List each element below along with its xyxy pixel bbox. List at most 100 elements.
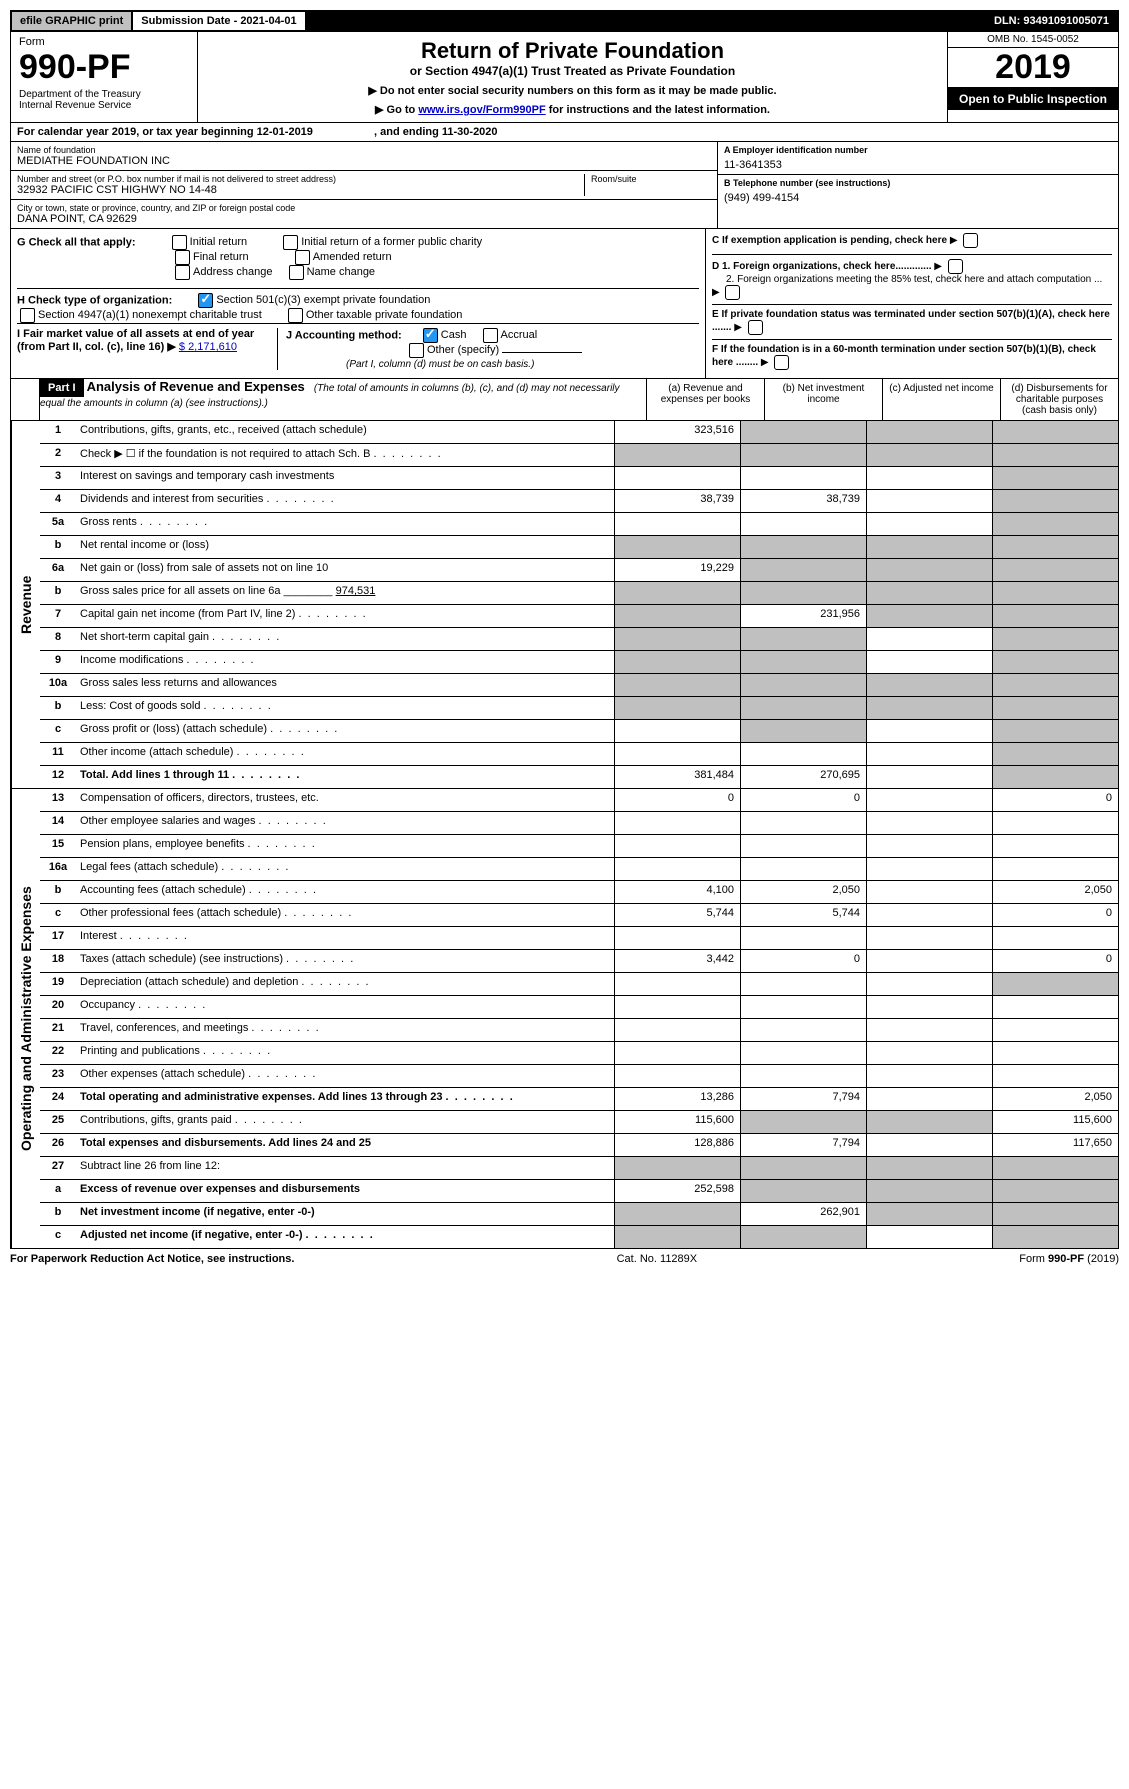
col-b: 270,695 (740, 766, 866, 788)
col-a (614, 835, 740, 857)
ein-value: 11-3641353 (724, 159, 1112, 171)
line-6a: 6aNet gain or (loss) from sale of assets… (40, 559, 1118, 582)
amended-return-checkbox[interactable] (295, 250, 310, 265)
col-a (614, 697, 740, 719)
efile-label: efile GRAPHIC print (12, 12, 131, 30)
line-c: cOther professional fees (attach schedul… (40, 904, 1118, 927)
line-desc: Other employee salaries and wages . . . … (76, 812, 614, 834)
check-section: G Check all that apply: Initial return I… (10, 229, 1119, 379)
501c3-checkbox[interactable] (198, 293, 213, 308)
line-desc: Total. Add lines 1 through 11 . . . . . … (76, 766, 614, 788)
line-1: 1Contributions, gifts, grants, etc., rec… (40, 421, 1118, 444)
accrual-checkbox[interactable] (483, 328, 498, 343)
c-checkbox[interactable] (963, 233, 978, 248)
irs-link[interactable]: www.irs.gov/Form990PF (418, 104, 545, 116)
dln-label: DLN: 93491091005071 (986, 12, 1117, 30)
col-d (992, 720, 1118, 742)
other-taxable-checkbox[interactable] (288, 308, 303, 323)
name-change-checkbox[interactable] (289, 265, 304, 280)
line-desc: Interest on savings and temporary cash i… (76, 467, 614, 489)
col-d (992, 582, 1118, 604)
col-d (992, 996, 1118, 1018)
line-9: 9Income modifications . . . . . . . . (40, 651, 1118, 674)
line-num: 23 (40, 1065, 76, 1087)
j-other: Other (specify) (427, 344, 499, 356)
col-b: 5,744 (740, 904, 866, 926)
line-5a: 5aGross rents . . . . . . . . (40, 513, 1118, 536)
line-24: 24Total operating and administrative exp… (40, 1088, 1118, 1111)
form-label: Form (19, 36, 189, 48)
part1-header-row: Part I Analysis of Revenue and Expenses … (10, 379, 1119, 421)
footer: For Paperwork Reduction Act Notice, see … (10, 1249, 1119, 1269)
line-num: 11 (40, 743, 76, 765)
col-d (992, 743, 1118, 765)
col-c (866, 1203, 992, 1225)
line-c: cGross profit or (loss) (attach schedule… (40, 720, 1118, 743)
line-num: 21 (40, 1019, 76, 1041)
col-a (614, 513, 740, 535)
line-desc: Total operating and administrative expen… (76, 1088, 614, 1110)
col-d (992, 1203, 1118, 1225)
col-c (866, 1134, 992, 1156)
col-b (740, 812, 866, 834)
col-d (992, 513, 1118, 535)
line-desc: Legal fees (attach schedule) . . . . . .… (76, 858, 614, 880)
line-desc: Occupancy . . . . . . . . (76, 996, 614, 1018)
col-a (614, 812, 740, 834)
d1-checkbox[interactable] (948, 259, 963, 274)
col-b (740, 743, 866, 765)
line-desc: Net gain or (loss) from sale of assets n… (76, 559, 614, 581)
j-accrual: Accrual (501, 329, 538, 341)
col-b: 2,050 (740, 881, 866, 903)
initial-former-checkbox[interactable] (283, 235, 298, 250)
col-b (740, 1226, 866, 1248)
initial-return-checkbox[interactable] (172, 235, 187, 250)
g-opt-3: Initial return of a former public charit… (301, 236, 482, 248)
col-a (614, 444, 740, 466)
col-d (992, 835, 1118, 857)
col-d (992, 559, 1118, 581)
col-c (866, 720, 992, 742)
col-a (614, 996, 740, 1018)
col-c (866, 490, 992, 512)
top-bar: efile GRAPHIC print Submission Date - 20… (10, 10, 1119, 32)
col-c (866, 743, 992, 765)
f-checkbox[interactable] (774, 355, 789, 370)
col-b (740, 835, 866, 857)
line-10a: 10aGross sales less returns and allowanc… (40, 674, 1118, 697)
col-a (614, 720, 740, 742)
line-17: 17Interest . . . . . . . . (40, 927, 1118, 950)
address: 32932 PACIFIC CST HIGHWY NO 14-48 (17, 184, 584, 196)
col-b: 231,956 (740, 605, 866, 627)
fmv-value[interactable]: $ 2,171,610 (179, 341, 237, 353)
other-method-checkbox[interactable] (409, 343, 424, 358)
cash-checkbox[interactable] (423, 328, 438, 343)
e-checkbox[interactable] (748, 320, 763, 335)
line-18: 18Taxes (attach schedule) (see instructi… (40, 950, 1118, 973)
line-num: a (40, 1180, 76, 1202)
d2-checkbox[interactable] (725, 285, 740, 300)
line-desc: Gross profit or (loss) (attach schedule)… (76, 720, 614, 742)
line-25: 25Contributions, gifts, grants paid . . … (40, 1111, 1118, 1134)
h-label: H Check type of organization: (17, 294, 172, 306)
col-a: 323,516 (614, 421, 740, 443)
entity-info: Name of foundation MEDIATHE FOUNDATION I… (10, 142, 1119, 229)
line-num: 9 (40, 651, 76, 673)
line-num: 22 (40, 1042, 76, 1064)
line-num: 4 (40, 490, 76, 512)
col-c (866, 697, 992, 719)
col-b (740, 1042, 866, 1064)
line-desc: Check ▶ ☐ if the foundation is not requi… (76, 444, 614, 466)
col-b (740, 1111, 866, 1133)
final-return-checkbox[interactable] (175, 250, 190, 265)
line-num: b (40, 536, 76, 558)
col-a: 0 (614, 789, 740, 811)
f-label: F If the foundation is in a 60-month ter… (712, 344, 1096, 368)
address-change-checkbox[interactable] (175, 265, 190, 280)
line-num: 25 (40, 1111, 76, 1133)
ein-label: A Employer identification number (724, 145, 1112, 155)
col-b: 0 (740, 789, 866, 811)
4947-checkbox[interactable] (20, 308, 35, 323)
col-b (740, 720, 866, 742)
line-num: 15 (40, 835, 76, 857)
